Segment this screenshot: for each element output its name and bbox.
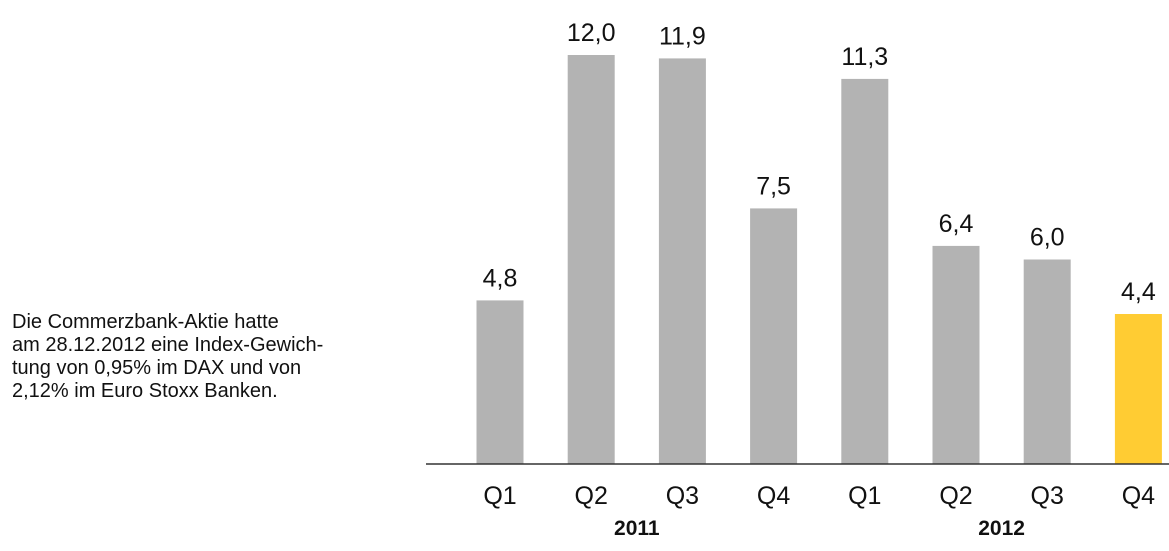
value-label: 7,5: [756, 172, 791, 200]
bar-7: [1023, 259, 1071, 464]
category-label: Q2: [939, 482, 972, 510]
value-label: 6,4: [939, 210, 974, 238]
bars-layer: [476, 55, 1162, 465]
category-labels-layer: Q1 Q2 Q3 Q4 Q1 Q2 Q3 Q4: [483, 482, 1155, 510]
year-label-2012: 2012: [978, 517, 1025, 540]
value-label: 11,9: [659, 22, 706, 50]
note-line: Die Commerzbank-Aktie hatte: [12, 311, 279, 333]
category-label: Q4: [757, 482, 790, 510]
bar-1: [476, 300, 524, 464]
category-label: Q3: [666, 482, 699, 510]
note-line: 2,12% im Euro Stoxx Banken.: [12, 380, 278, 402]
value-label: 4,8: [483, 264, 518, 292]
bar-3: [658, 58, 706, 465]
value-label: 6,0: [1030, 224, 1065, 252]
category-label: Q3: [1031, 482, 1064, 510]
category-label: Q4: [1122, 482, 1155, 510]
bar-2: [567, 55, 615, 464]
note-line: tung von 0,95% im DAX und von: [12, 357, 302, 379]
category-label: Q2: [575, 482, 608, 510]
category-label: Q1: [483, 482, 516, 510]
value-labels-layer: 4,8 12,0 11,9 7,5 11,3 6,4 6,0 4,4: [483, 19, 1156, 306]
bar-6: [932, 245, 980, 464]
bar-4: [750, 208, 798, 464]
index-weighting-note: Die Commerzbank-Aktie hatte am 28.12.201…: [12, 311, 422, 403]
value-label: 4,4: [1121, 278, 1156, 306]
note-line: am 28.12.2012 eine Index-Gewich-: [12, 334, 324, 356]
value-label: 11,3: [841, 43, 888, 71]
year-labels-layer: 2011 2012: [614, 517, 1025, 540]
value-label: 12,0: [567, 19, 616, 47]
category-label: Q1: [848, 482, 881, 510]
bar-8: [1114, 314, 1162, 464]
bar-5: [841, 78, 889, 465]
year-label-2011: 2011: [614, 517, 660, 540]
